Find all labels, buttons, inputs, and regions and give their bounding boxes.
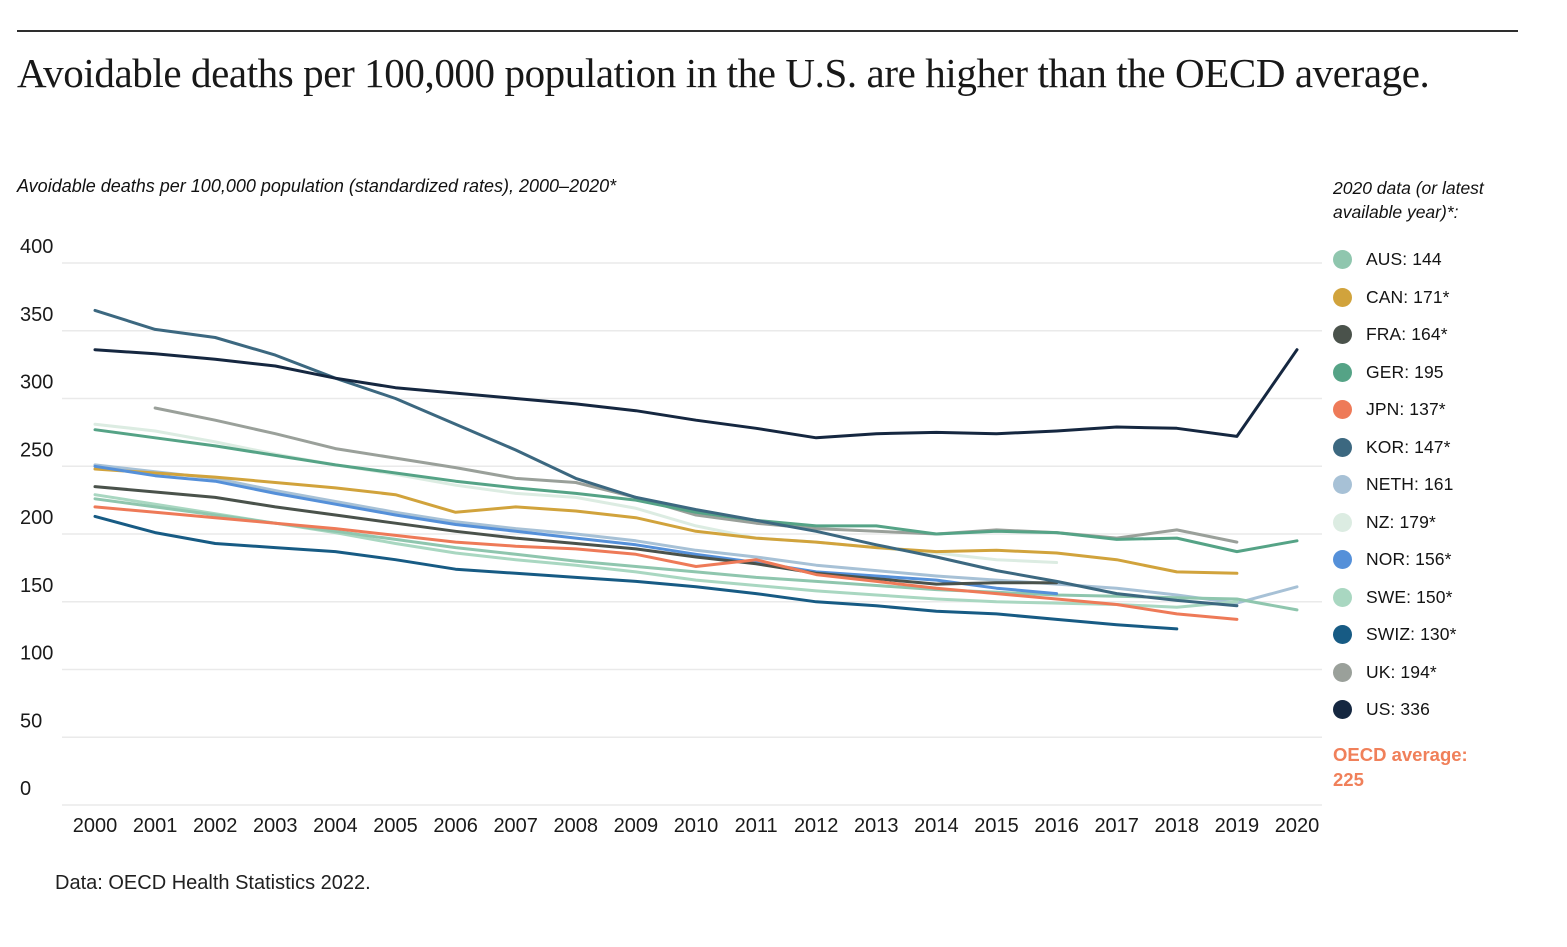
legend-dot-jpn — [1333, 400, 1352, 420]
legend-label: CAN: 171* — [1366, 286, 1450, 307]
series-line-uk — [153, 406, 1239, 544]
legend-item-kor: KOR: 147* — [1333, 436, 1543, 457]
x-tick-label: 2019 — [1215, 815, 1260, 837]
x-tick-label: 2011 — [735, 815, 778, 837]
y-tick-label: 50 — [20, 710, 42, 732]
legend-label: KOR: 147* — [1366, 436, 1451, 457]
y-tick-label: 200 — [20, 507, 53, 529]
x-tick-label: 2005 — [373, 815, 418, 837]
legend-item-uk: UK: 194* — [1333, 661, 1543, 682]
x-tick-label: 2010 — [674, 815, 719, 837]
legend-label: JPN: 137* — [1366, 399, 1446, 420]
x-tick-label: 2013 — [854, 815, 899, 837]
legend-dot-swe — [1333, 587, 1352, 607]
x-tick-label: 2012 — [794, 815, 839, 837]
legend-item-swiz: SWIZ: 130* — [1333, 624, 1543, 645]
figure-title: Avoidable deaths per 100,000 population … — [17, 50, 1430, 96]
legend-item-ger: GER: 195 — [1333, 361, 1543, 382]
legend-item-us: US: 336 — [1333, 699, 1543, 720]
legend-list: AUS: 144 CAN: 171* FRA: 164* GER: 195 JPN: 1… — [1333, 249, 1543, 720]
x-tick-label: 2003 — [253, 815, 298, 837]
series-line-ger — [93, 428, 1299, 554]
x-tick-label: 2007 — [493, 815, 538, 837]
x-tick-label: 2015 — [974, 815, 1019, 837]
series-line-can — [93, 467, 1239, 575]
legend-item-neth: NETH: 161 — [1333, 474, 1543, 495]
x-tick-label: 2016 — [1034, 815, 1079, 837]
legend-item-can: CAN: 171* — [1333, 286, 1543, 307]
legend-label: SWE: 150* — [1366, 586, 1453, 607]
series-line-neth — [93, 463, 1299, 605]
series-line-fra — [93, 485, 1059, 586]
x-tick-label: 2008 — [554, 815, 599, 837]
line-chart: 0 50 100 150 200 250 300 350 400 2000 2001 2002 2003… — [20, 236, 1322, 837]
legend-dot-us — [1333, 700, 1352, 720]
legend: 2020 data (or latest available year)*: A… — [1333, 176, 1543, 792]
y-tick-label: 100 — [20, 643, 53, 665]
legend-dot-ger — [1333, 362, 1352, 382]
legend-item-jpn: JPN: 137* — [1333, 399, 1543, 420]
x-tick-label: 2001 — [133, 815, 178, 837]
legend-label: NZ: 179* — [1366, 511, 1436, 532]
legend-dot-fra — [1333, 325, 1352, 345]
x-tick-label: 2004 — [313, 815, 358, 837]
y-tick-label: 300 — [20, 372, 53, 394]
y-tick-label: 250 — [20, 439, 53, 461]
legend-dot-kor — [1333, 437, 1352, 457]
series-line-us — [93, 348, 1299, 440]
legend-dot-nor — [1333, 550, 1352, 570]
series-line-jpn — [93, 505, 1239, 621]
chart-subtitle: Avoidable deaths per 100,000 population … — [17, 176, 617, 196]
x-tick-label: 2020 — [1275, 815, 1320, 837]
x-tick-label: 2018 — [1155, 815, 1200, 837]
oecd-average-note: OECD average: 225 — [1333, 744, 1468, 790]
legend-dot-aus — [1333, 250, 1352, 270]
legend-label: NETH: 161 — [1366, 474, 1454, 495]
legend-dot-neth — [1333, 475, 1352, 495]
x-tick-label: 2009 — [614, 815, 659, 837]
legend-item-swe: SWE: 150* — [1333, 586, 1543, 607]
legend-item-fra: FRA: 164* — [1333, 324, 1543, 345]
legend-label: FRA: 164* — [1366, 324, 1448, 345]
x-tick-label: 2002 — [193, 815, 238, 837]
legend-dot-uk — [1333, 662, 1352, 682]
y-tick-label: 150 — [20, 575, 53, 597]
legend-label: GER: 195 — [1366, 361, 1444, 382]
legend-dot-swiz — [1333, 625, 1352, 645]
legend-dot-can — [1333, 287, 1352, 307]
x-tick-label: 2000 — [73, 815, 118, 837]
legend-item-nor: NOR: 156* — [1333, 549, 1543, 570]
data-source: Data: OECD Health Statistics 2022. — [55, 872, 371, 894]
x-tick-label: 2014 — [914, 815, 959, 837]
legend-item-aus: AUS: 144 — [1333, 249, 1543, 270]
legend-title: 2020 data (or latest available year)*: — [1333, 178, 1484, 223]
legend-label: AUS: 144 — [1366, 249, 1442, 270]
series-line-nor — [93, 464, 1059, 596]
top-rule — [17, 30, 1518, 32]
legend-label: SWIZ: 130* — [1366, 624, 1457, 645]
y-tick-label: 0 — [20, 778, 31, 800]
x-tick-label: 2006 — [433, 815, 478, 837]
y-tick-label: 400 — [20, 236, 53, 258]
legend-label: NOR: 156* — [1366, 549, 1452, 570]
legend-item-nz: NZ: 179* — [1333, 511, 1543, 532]
y-tick-label: 350 — [20, 304, 53, 326]
legend-dot-nz — [1333, 512, 1352, 532]
legend-label: UK: 194* — [1366, 661, 1437, 682]
legend-label: US: 336 — [1366, 699, 1430, 720]
series-line-kor — [93, 308, 1239, 608]
series-line-swiz — [93, 514, 1179, 631]
x-tick-label: 2017 — [1094, 815, 1139, 837]
